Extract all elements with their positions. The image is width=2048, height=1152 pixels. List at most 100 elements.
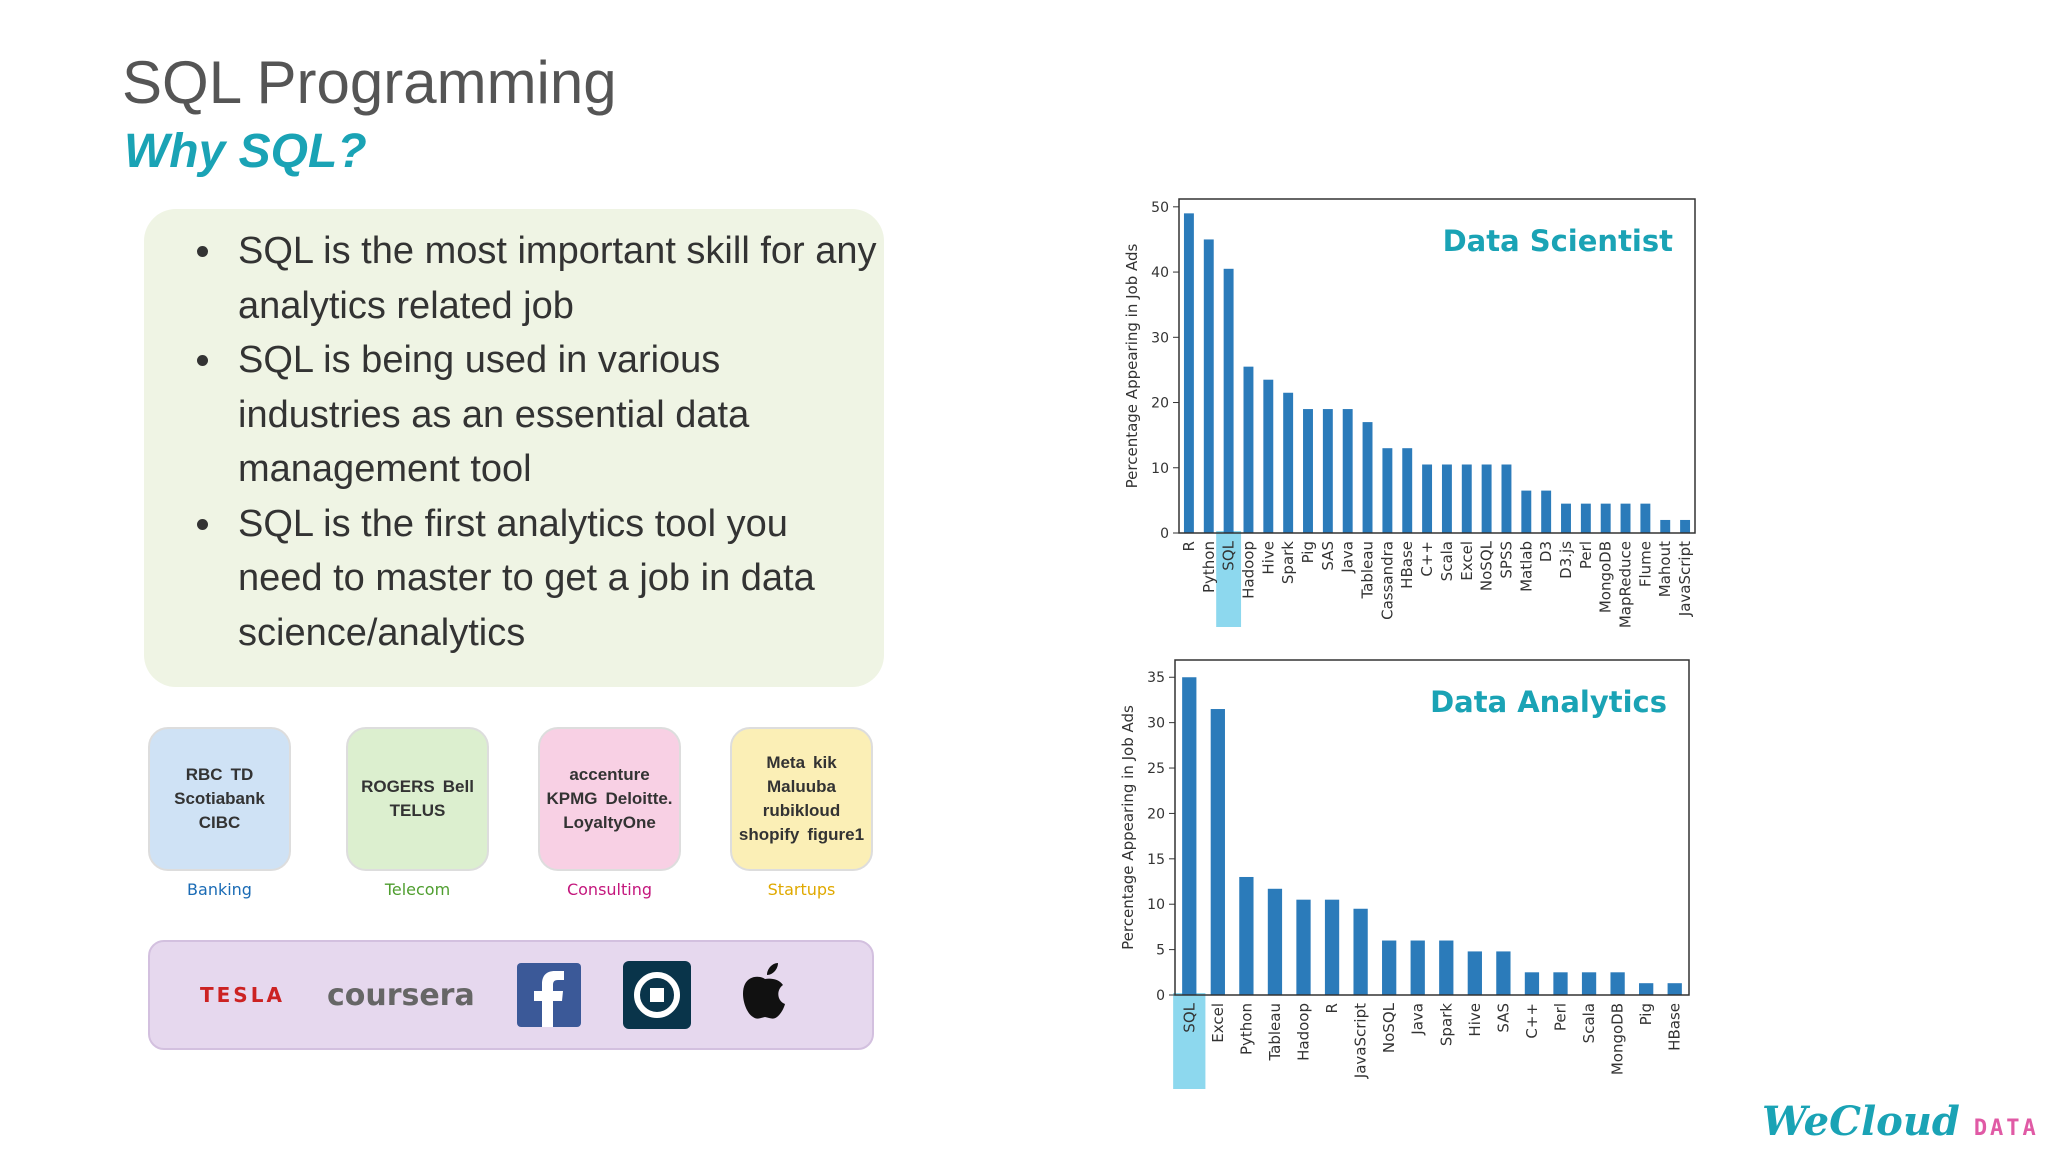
axes-frame: [1178, 198, 1696, 534]
x-tick-label: D3.js: [1557, 541, 1575, 579]
x-tick-label: Hive: [1259, 541, 1277, 575]
x-tick-label: SAS: [1494, 1003, 1512, 1033]
bar: [1267, 888, 1283, 995]
group-label: Consulting: [566, 880, 653, 899]
logo: shopify: [738, 825, 800, 844]
logo: KPMG: [546, 789, 598, 808]
group-label: Startups: [767, 880, 836, 899]
bar: [1362, 422, 1373, 533]
bar: [1303, 409, 1313, 533]
x-tick-label: SQL: [1220, 540, 1238, 570]
bar: [1680, 519, 1691, 533]
brand: WeCloud: [1762, 1098, 1960, 1145]
logo-group: ROGERS Bell TELUS: [346, 727, 489, 871]
x-tick-label: NoSQL: [1380, 1002, 1398, 1053]
bar: [1461, 464, 1472, 533]
bar: [1660, 519, 1671, 533]
bar: [1553, 972, 1568, 995]
bar: [1439, 940, 1454, 995]
y-tick-label: 40: [1151, 265, 1169, 281]
chart-annotation: Data Analytics: [1430, 685, 1667, 719]
x-tick-label: Spark: [1437, 1003, 1455, 1046]
x-tick-label: Python: [1237, 1003, 1255, 1055]
bar: [1639, 983, 1654, 995]
bar: [1410, 940, 1425, 995]
x-tick-label: Pig: [1299, 541, 1317, 563]
bar: [1581, 972, 1597, 995]
x-tick-label: Pig: [1637, 1003, 1655, 1025]
logo: accenture: [569, 765, 650, 784]
x-tick-label: SQL: [1180, 1002, 1198, 1032]
title: SQL Programming: [122, 49, 617, 116]
group-label: Telecom: [384, 880, 451, 899]
bar: [1182, 677, 1197, 995]
logo: CIBC: [198, 813, 241, 832]
x-tick-label: MapReduce: [1617, 541, 1635, 628]
x-tick-label: MongoDB: [1597, 541, 1615, 613]
x-tick-label: Java: [1409, 1003, 1427, 1036]
x-tick-label: Tableau: [1266, 1003, 1284, 1062]
bar: [1521, 490, 1532, 533]
logo: kik: [813, 753, 837, 772]
logo: ROGERS: [361, 777, 435, 796]
bar: [1561, 503, 1571, 533]
bar: [1223, 268, 1234, 533]
x-tick-label: SPSS: [1497, 541, 1515, 579]
logo-group: accenture KPMG Deloitte. LoyaltyOne: [538, 727, 681, 871]
y-tick-label: 50: [1151, 200, 1169, 216]
chart-annotation: Data Scientist: [1443, 224, 1674, 258]
y-tick-label: 20: [1151, 396, 1169, 412]
x-tick-label: Scala: [1438, 541, 1456, 581]
y-tick-label: 5: [1156, 943, 1165, 959]
y-tick-label: 30: [1147, 716, 1165, 732]
x-tick-label: Mahout: [1656, 541, 1674, 597]
logo-group: RBC TD Scotiabank CIBC: [148, 727, 291, 871]
x-tick-label: Cassandra: [1378, 541, 1396, 620]
bullet: SQL is being used in various industries …: [226, 333, 878, 497]
bar: [1501, 464, 1512, 533]
bullet: SQL is the most important skill for any …: [226, 224, 878, 333]
x-tick-label: Flume: [1636, 541, 1654, 587]
company-logos: TESLA coursera: [148, 940, 874, 1050]
bar: [1342, 409, 1353, 533]
y-tick-label: 25: [1147, 761, 1165, 777]
y-tick-label: 0: [1156, 988, 1165, 1004]
footer-logo: WeCloud DATA: [1762, 1098, 2039, 1145]
bar: [1210, 709, 1225, 995]
bar: [1263, 379, 1274, 533]
bar: [1324, 899, 1340, 995]
logo: Scotiabank: [174, 789, 265, 808]
bar: [1296, 899, 1311, 995]
bar: [1580, 503, 1591, 533]
bar: [1183, 213, 1194, 533]
brand-suffix: DATA: [1973, 1116, 2039, 1141]
x-tick-label: HBase: [1666, 1003, 1684, 1051]
x-tick-label: NoSQL: [1478, 540, 1496, 591]
subtitle: Why SQL?: [124, 125, 367, 178]
logo: Maluuba: [767, 777, 836, 796]
x-tick-label: C++: [1418, 541, 1436, 577]
logo: Meta: [766, 753, 806, 772]
bar: [1524, 972, 1540, 995]
x-tick-label: R: [1180, 541, 1198, 551]
x-tick-label: JavaScript: [1352, 1003, 1370, 1079]
x-tick-label: Hadoop: [1295, 1003, 1313, 1061]
x-tick-label: SAS: [1319, 541, 1337, 571]
bar: [1467, 951, 1482, 995]
x-tick-label: HBase: [1398, 541, 1416, 589]
x-tick-label: C++: [1523, 1003, 1541, 1039]
x-tick-label: Excel: [1209, 1003, 1227, 1043]
bar: [1283, 392, 1294, 533]
y-axis-label: Percentage Appearing in Job Ads: [1123, 243, 1141, 488]
y-tick-label: 10: [1147, 897, 1165, 913]
bar: [1322, 409, 1333, 533]
logo-group: Meta kik Maluuba rubikloud shopify figure1: [730, 727, 873, 871]
bar: [1610, 972, 1625, 995]
x-tick-label: Spark: [1279, 541, 1297, 584]
apple-icon: [742, 963, 785, 1019]
bar: [1481, 464, 1492, 533]
x-tick-label: Perl: [1577, 541, 1595, 569]
highlight: [1173, 993, 1206, 1089]
